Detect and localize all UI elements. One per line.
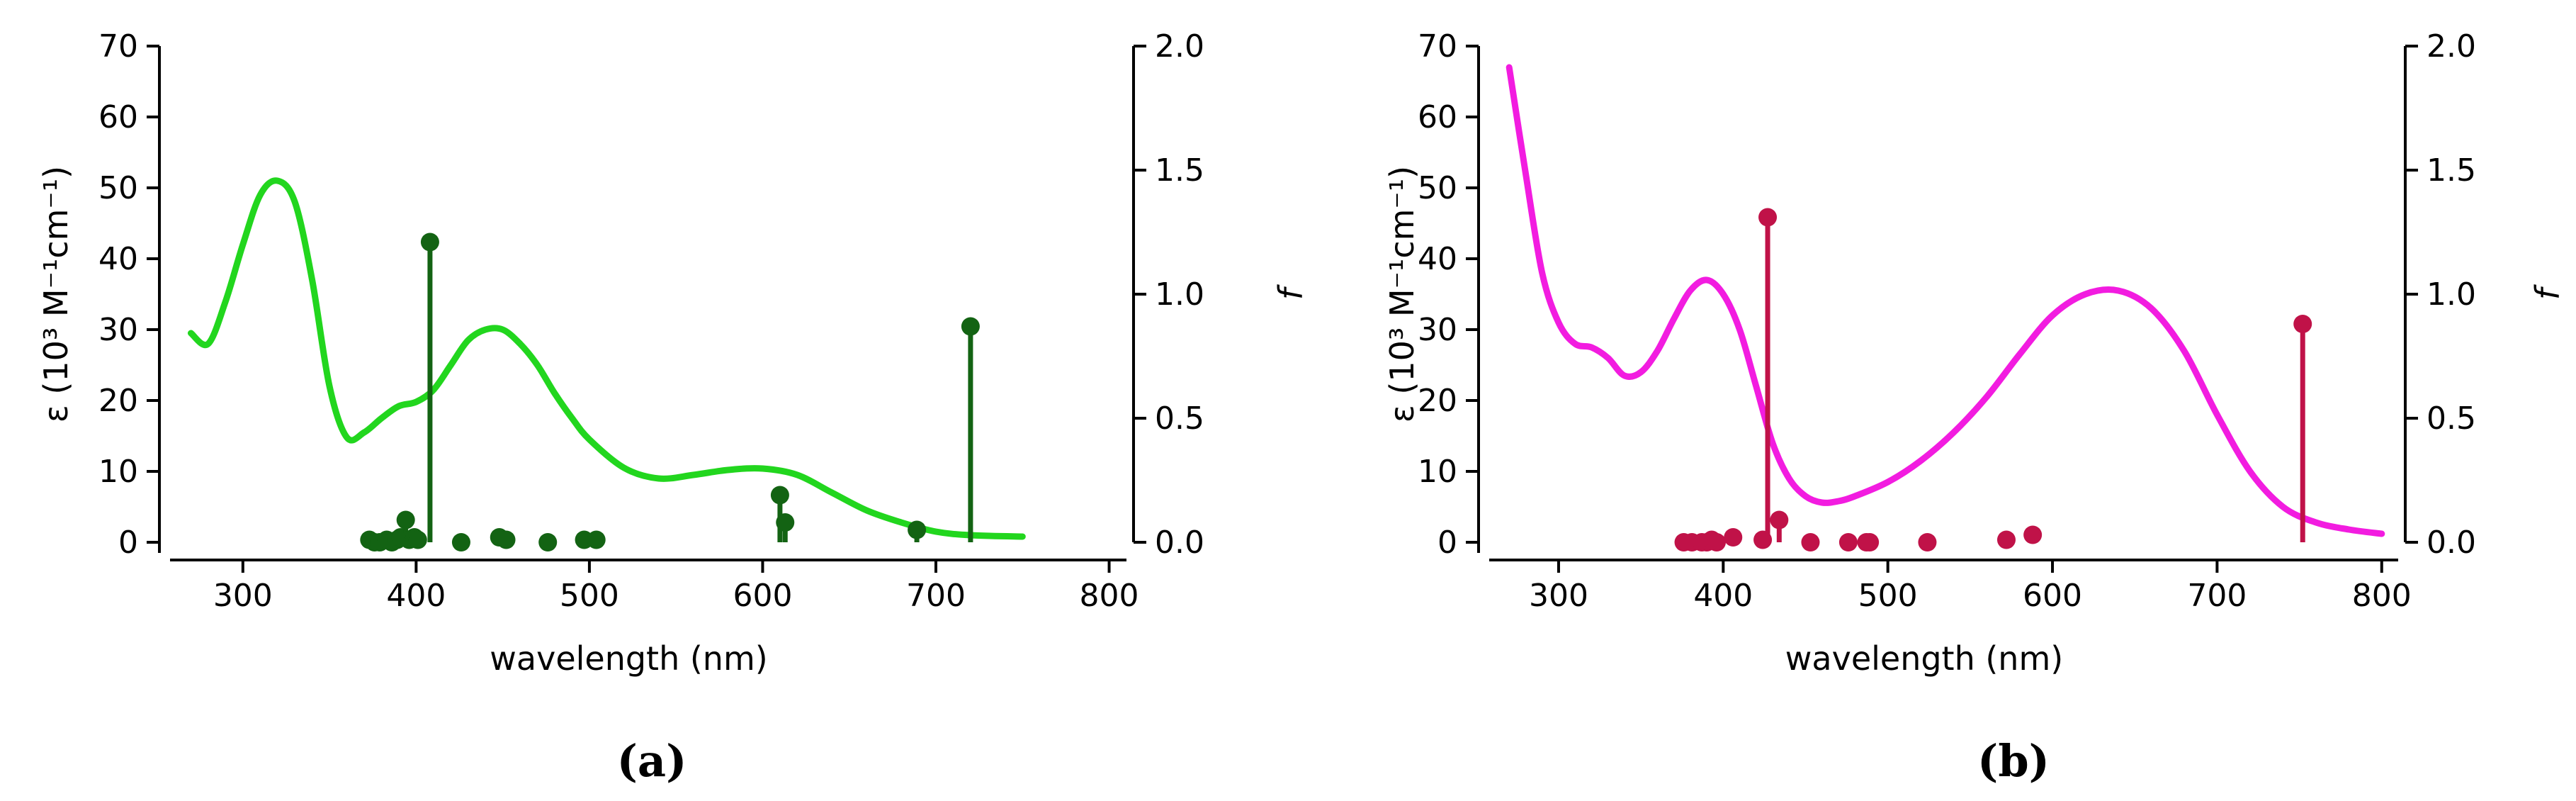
x-tick-label: 300 <box>213 578 273 614</box>
x-tick-label: 300 <box>1529 578 1588 614</box>
oscillator-point <box>1996 530 2016 549</box>
oscillator-point <box>776 513 795 532</box>
x-tick-label: 600 <box>2023 578 2082 614</box>
oscillator-point <box>908 520 927 539</box>
oscillator-point <box>420 233 439 252</box>
oscillator-point <box>2293 315 2312 333</box>
y-tick-label: 20 <box>98 383 138 419</box>
x-tick-label: 800 <box>1080 578 1139 614</box>
y-tick-label: 60 <box>98 99 138 135</box>
y2-tick-label: 0.5 <box>1155 400 1204 437</box>
oscillator-point <box>587 530 606 549</box>
panel-b: 0 10 20 30 40 50 60 70 0.0 0.5 1.0 1.5 2.0 300 400 500 6… <box>1383 28 2567 787</box>
y-tick-label: 0 <box>1437 525 1457 561</box>
spectrum-line <box>1506 64 2385 537</box>
x-axis-title: wavelength (nm) <box>490 639 767 678</box>
y-axis-title: ε (10³ M⁻¹cm⁻¹) <box>1383 166 1421 422</box>
oscillator-point <box>770 486 789 505</box>
y-tick-label: 70 <box>1418 28 1457 65</box>
oscillator-point <box>1860 533 1880 551</box>
panel-label: (a) <box>617 735 687 787</box>
y2-tick-label: 0.0 <box>2427 525 2476 561</box>
y-tick-label: 70 <box>98 28 138 65</box>
oscillator-point <box>1918 533 1937 551</box>
y2-tick-label: 0.0 <box>1155 525 1204 561</box>
y-tick-label: 40 <box>1418 241 1457 277</box>
x-tick-label: 400 <box>1693 578 1753 614</box>
oscillator-point <box>961 317 980 336</box>
y-tick-label: 40 <box>98 241 138 277</box>
x-tick-label: 500 <box>560 578 619 614</box>
y2-axis-title: f <box>2529 284 2567 300</box>
x-tick-label: 800 <box>2352 578 2412 614</box>
x-tick-label: 400 <box>386 578 446 614</box>
x-tick-label: 700 <box>2187 578 2247 614</box>
oscillator-point <box>2023 525 2043 544</box>
y2-tick-label: 2.0 <box>2427 28 2476 65</box>
oscillator-point <box>538 533 558 551</box>
y-tick-label: 50 <box>1418 170 1457 206</box>
y-tick-label: 10 <box>1418 454 1457 490</box>
y-tick-label: 60 <box>1418 99 1457 135</box>
oscillator-point <box>1838 533 1858 551</box>
oscillator-point <box>1758 208 1778 227</box>
y-tick-label: 0 <box>118 525 138 561</box>
oscillator-point <box>1724 528 1743 547</box>
y2-tick-label: 1.5 <box>2427 152 2476 189</box>
x-axis-title: wavelength (nm) <box>1785 639 2063 678</box>
y-tick-label: 50 <box>98 170 138 206</box>
x-tick-label: 600 <box>733 578 792 614</box>
y2-tick-label: 1.0 <box>1155 276 1204 313</box>
y2-axis-title: f <box>1272 284 1310 300</box>
panel-a: 0 10 20 30 40 50 60 70 0.0 0.5 1.0 1.5 2.0 300 400 500 6… <box>37 28 1310 787</box>
oscillator-point <box>451 533 470 551</box>
y2-tick-label: 2.0 <box>1155 28 1204 65</box>
x-tick-label: 700 <box>906 578 966 614</box>
oscillator-point <box>396 510 415 530</box>
panel-label: (b) <box>1977 735 2050 787</box>
y-tick-label: 30 <box>98 312 138 348</box>
y2-tick-label: 1.0 <box>2427 276 2476 313</box>
y2-tick-label: 0.5 <box>2427 400 2476 437</box>
y-tick-label: 10 <box>98 454 138 490</box>
oscillator-point <box>1707 533 1727 551</box>
y2-tick-label: 1.5 <box>1155 152 1204 189</box>
x-tick-label: 500 <box>1858 578 1918 614</box>
oscillator-point <box>497 530 516 549</box>
spectrum-line <box>188 177 1026 540</box>
y-tick-label: 30 <box>1418 312 1457 348</box>
y-axis-title: ε (10³ M⁻¹cm⁻¹) <box>37 166 75 422</box>
oscillator-point <box>408 530 427 549</box>
y-tick-label: 20 <box>1418 383 1457 419</box>
oscillator-point <box>1770 510 1789 530</box>
oscillator-point <box>1801 533 1820 551</box>
